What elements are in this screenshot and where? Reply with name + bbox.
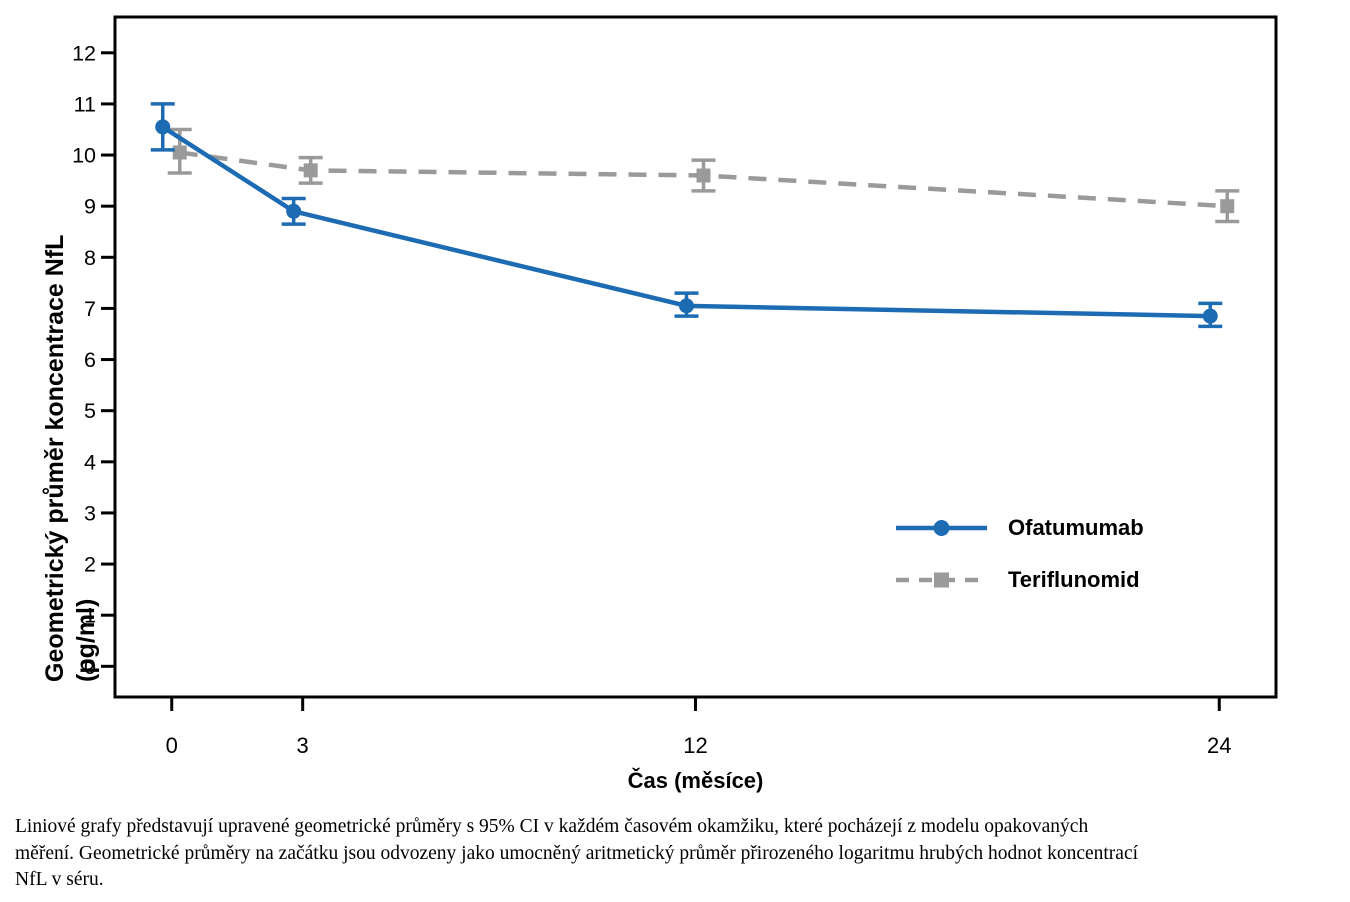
x-tick-label: 12 [683, 733, 707, 758]
data-point-square [303, 163, 318, 178]
series-ofatumumab [150, 102, 1223, 329]
y-axis-title-units: (pg/ml) [72, 598, 100, 682]
data-point-square [172, 145, 187, 160]
legend-label-teriflunomid: Teriflunomid [1008, 567, 1140, 592]
legend-item-ofatumumab: Ofatumumab [893, 508, 1144, 548]
legend-item-teriflunomid: Teriflunomid [893, 560, 1144, 600]
x-tick-label: 0 [166, 733, 178, 758]
legend-marker-circle [933, 520, 950, 536]
y-tick-label: 3 [84, 501, 96, 525]
y-tick-label: 10 [72, 144, 96, 168]
series-line [161, 125, 1211, 319]
data-point-circle [1202, 308, 1218, 324]
teriflunomid-line-sample-icon [896, 572, 987, 588]
data-point-square [696, 168, 711, 183]
y-tick-label: 5 [84, 399, 96, 423]
x-tick-label: 3 [297, 733, 309, 758]
data-point-circle [155, 119, 171, 135]
figure-caption: Liniové grafy představují upravené geome… [15, 814, 1335, 894]
caption-line: Liniové grafy představují upravené geome… [15, 816, 1089, 837]
data-point-circle [679, 298, 694, 314]
caption-line: NfL v séru. [15, 869, 104, 890]
legend-marker-square [934, 572, 949, 588]
y-axis-title-line1: Geometrický průměr koncentrace NfL [41, 234, 69, 682]
y-tick-label: 7 [84, 297, 96, 321]
y-tick-label: 11 [74, 92, 96, 116]
legend-label-ofatumumab: Ofatumumab [1008, 515, 1144, 540]
ofatumumab-line-sample-icon [896, 520, 987, 536]
x-axis-title: Čas (měsíce) [627, 768, 764, 793]
series-teriflunomid [167, 127, 1240, 224]
data-point-circle [286, 203, 302, 219]
legend: Ofatumumab Teriflunomid [893, 508, 1144, 612]
y-tick-label: 6 [84, 348, 96, 372]
y-tick-label: 8 [84, 246, 96, 270]
series-line [179, 150, 1228, 209]
y-tick-label: 12 [72, 41, 96, 65]
x-tick-label: 24 [1207, 733, 1231, 758]
data-point-square [1220, 199, 1235, 214]
y-axis-title: Geometrický průměr koncentrace NfL (pg/m… [40, 235, 102, 682]
plot-border [113, 15, 1278, 699]
y-tick-label: 1 [84, 604, 96, 628]
y-tick-label: 2 [84, 553, 96, 577]
y-tick-label: 0 [84, 655, 96, 679]
caption-line: měření. Geometrické průměry na začátku j… [15, 842, 1139, 864]
y-tick-label: 9 [84, 195, 96, 219]
y-tick-label: 4 [84, 450, 96, 474]
